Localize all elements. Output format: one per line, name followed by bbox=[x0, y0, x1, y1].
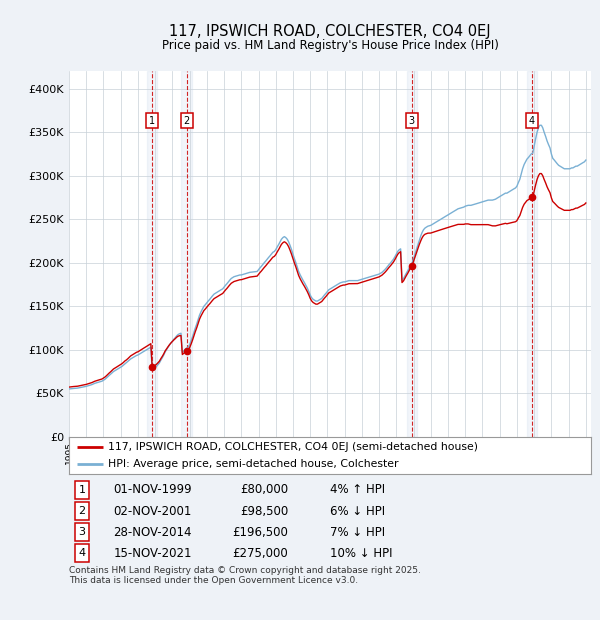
Text: 117, IPSWICH ROAD, COLCHESTER, CO4 0EJ (semi-detached house): 117, IPSWICH ROAD, COLCHESTER, CO4 0EJ (… bbox=[108, 442, 478, 452]
Bar bbox=[527, 71, 537, 437]
Text: 2: 2 bbox=[79, 506, 86, 516]
Text: £196,500: £196,500 bbox=[232, 526, 288, 539]
Text: HPI: Average price, semi-detached house, Colchester: HPI: Average price, semi-detached house,… bbox=[108, 459, 398, 469]
Text: 1: 1 bbox=[79, 485, 86, 495]
Text: 10% ↓ HPI: 10% ↓ HPI bbox=[330, 547, 392, 559]
Bar bbox=[147, 71, 157, 437]
Text: £80,000: £80,000 bbox=[240, 484, 288, 497]
Text: 02-NOV-2001: 02-NOV-2001 bbox=[113, 505, 192, 518]
Bar bbox=[407, 71, 417, 437]
Text: 4% ↑ HPI: 4% ↑ HPI bbox=[330, 484, 385, 497]
Text: 15-NOV-2021: 15-NOV-2021 bbox=[113, 547, 192, 559]
Bar bbox=[181, 71, 192, 437]
Text: 1: 1 bbox=[149, 116, 155, 126]
Text: Contains HM Land Registry data © Crown copyright and database right 2025.
This d: Contains HM Land Registry data © Crown c… bbox=[69, 566, 421, 585]
Text: 28-NOV-2014: 28-NOV-2014 bbox=[113, 526, 192, 539]
Text: 4: 4 bbox=[79, 548, 86, 558]
Text: Price paid vs. HM Land Registry's House Price Index (HPI): Price paid vs. HM Land Registry's House … bbox=[161, 39, 499, 52]
Text: 3: 3 bbox=[409, 116, 415, 126]
Text: 01-NOV-1999: 01-NOV-1999 bbox=[113, 484, 192, 497]
Text: 7% ↓ HPI: 7% ↓ HPI bbox=[330, 526, 385, 539]
Text: 117, IPSWICH ROAD, COLCHESTER, CO4 0EJ: 117, IPSWICH ROAD, COLCHESTER, CO4 0EJ bbox=[169, 24, 491, 38]
Text: 3: 3 bbox=[79, 527, 86, 537]
Text: 2: 2 bbox=[184, 116, 190, 126]
Text: £275,000: £275,000 bbox=[232, 547, 288, 559]
Text: 4: 4 bbox=[529, 116, 535, 126]
Text: 6% ↓ HPI: 6% ↓ HPI bbox=[330, 505, 385, 518]
Text: £98,500: £98,500 bbox=[240, 505, 288, 518]
